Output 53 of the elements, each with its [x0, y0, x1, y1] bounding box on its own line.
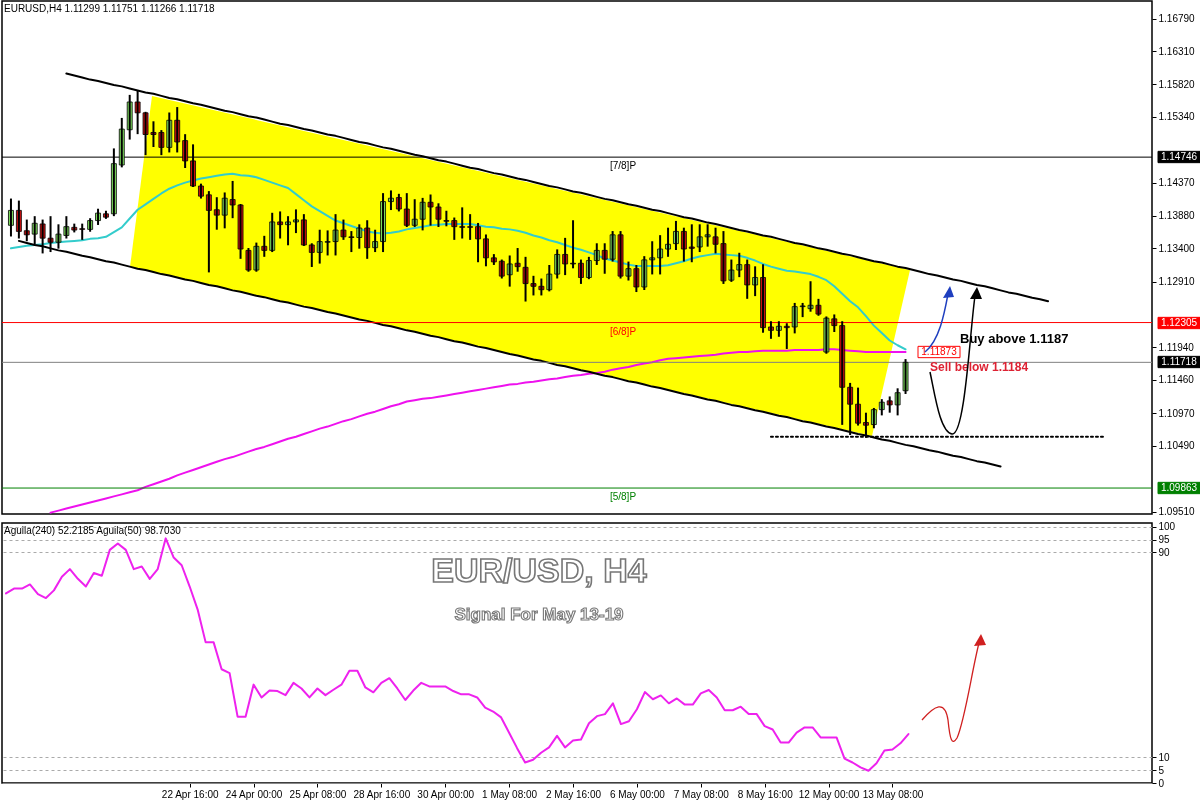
y-tick-label: 1.13880 — [1158, 210, 1196, 222]
x-tick-label: 7 May 08:00 — [673, 788, 730, 800]
x-tick-label: 22 Apr 16:00 — [161, 788, 219, 800]
y-tick-label: 1.16790 — [1158, 13, 1196, 25]
y-tick-label: 1.15820 — [1158, 78, 1196, 90]
y-tick-label: 1.09510 — [1158, 506, 1196, 518]
x-tick-label: 2 May 16:00 — [545, 788, 602, 800]
candlestick — [459, 207, 466, 239]
y-tick-label: 1.11940 — [1158, 341, 1195, 353]
candlestick — [688, 224, 695, 263]
y-tick-label: 95 — [1158, 534, 1171, 546]
x-tick-label: 12 May 00:00 — [798, 788, 860, 800]
ref-line-label: [7/8]P — [609, 160, 637, 172]
y-tick-label: 0 — [1158, 777, 1165, 789]
candlestick — [79, 223, 86, 240]
chart-title: Aguila(240) 52.2185 Aguila(50) 98.7030 — [4, 525, 182, 536]
y-tick-label: 1.13400 — [1158, 242, 1196, 254]
text: 1.09863 — [1160, 482, 1198, 493]
annotation: 1.11873 — [921, 346, 958, 357]
x-tick-label: 8 May 16:00 — [737, 788, 794, 800]
ref-line-label: [5/8]P — [609, 491, 637, 503]
x-tick-label: 28 Apr 16:00 — [353, 788, 411, 800]
candlestick — [293, 209, 299, 234]
line-series — [4, 537, 910, 772]
candlestick — [570, 220, 576, 269]
line-series — [49, 348, 907, 514]
y-tick-label: 5 — [1158, 764, 1165, 776]
x-tick-label: 25 Apr 08:00 — [289, 788, 347, 800]
x-tick-label: 13 May 08:00 — [862, 788, 924, 800]
y-tick-label: 90 — [1158, 546, 1171, 558]
ref-line-label: [6/8]P — [609, 325, 637, 337]
y-tick-label: 1.16310 — [1158, 45, 1196, 57]
y-tick-label: 100 — [1158, 521, 1176, 533]
annotation: Signal For May 13-19 — [454, 605, 624, 624]
y-tick-label: 1.15340 — [1158, 111, 1196, 123]
y-tick-label: 1.11460 — [1158, 374, 1195, 386]
chart-title: EURUSD,H4 1.11299 1.11751 1.11266 1.11718 — [4, 3, 215, 14]
x-tick-label: 24 Apr 00:00 — [225, 788, 283, 800]
x-tick-label: 30 Apr 00:00 — [417, 788, 475, 800]
text: 1.12305 — [1160, 317, 1198, 328]
line-series — [9, 172, 907, 351]
annotation: EUR/USD, H4 — [431, 551, 647, 589]
y-tick-label: 1.12910 — [1158, 276, 1196, 288]
y-tick-label: 10 — [1158, 751, 1171, 763]
y-tick-label: 1.10490 — [1158, 440, 1196, 452]
x-tick-label: 6 May 00:00 — [609, 788, 666, 800]
y-tick-label: 1.14370 — [1158, 177, 1196, 189]
x-tick-label: 1 May 08:00 — [482, 788, 538, 800]
text: 1.14746 — [1160, 151, 1198, 162]
text: 1.11718 — [1161, 356, 1198, 367]
candlestick — [467, 214, 474, 240]
y-tick-label: 1.10970 — [1158, 407, 1196, 419]
candlestick — [649, 241, 656, 275]
